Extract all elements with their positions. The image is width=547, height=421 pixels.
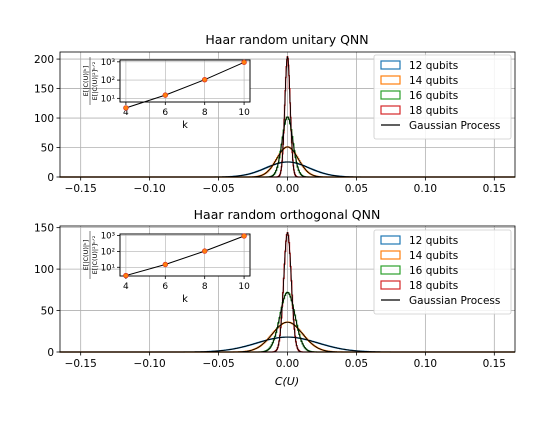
x-tick-label: −0.10 <box>134 183 166 195</box>
inset-x-tick-label: 6 <box>162 282 168 292</box>
inset-y-label-numerator: E[|C(U)|ᵏ] <box>82 240 90 271</box>
inset-point <box>201 77 208 83</box>
inset-point <box>123 105 129 111</box>
x-tick-label: 0.00 <box>276 358 299 370</box>
panel-orthogonal: Haar random orthogonal QNN −0.15 −0.10 −0.… <box>34 207 516 388</box>
x-tick-label: 0.05 <box>345 183 368 195</box>
x-tick-label: −0.15 <box>65 183 97 195</box>
panel-unitary: Haar random unitary QNN −0.15 −0.10 −0.05 0… <box>34 32 516 195</box>
legend-label: Gaussian Process <box>409 295 500 307</box>
x-tick-label: 0.10 <box>414 358 437 370</box>
y-tick-label: 200 <box>34 54 54 66</box>
inset-point <box>162 92 169 98</box>
legend-box <box>373 54 512 140</box>
legend-label: 16 qubits <box>409 265 458 277</box>
inset-y-tick-label: 10³ <box>101 58 115 68</box>
legend-label: 16 qubits <box>409 90 458 102</box>
inset-y-tick-label: 10² <box>101 76 115 86</box>
inset-y-tick-label: 10³ <box>101 232 115 242</box>
x-ticks: −0.15 −0.10 −0.05 0.00 0.05 0.10 0.15 <box>65 177 506 195</box>
legend-label: 12 qubits <box>409 60 458 72</box>
legend-swatch <box>380 280 401 290</box>
legend-label: 14 qubits <box>409 75 458 87</box>
y-tick-label: 150 <box>34 222 54 234</box>
inset-y-label-numerator: E[|C(U)|ᵏ] <box>82 66 90 97</box>
y-tick-label: 150 <box>34 83 54 95</box>
legend-swatch <box>380 60 401 70</box>
inset-frame <box>119 59 251 103</box>
legend-label: 12 qubits <box>409 235 458 247</box>
x-tick-label: −0.15 <box>65 358 97 370</box>
x-tick-label: −0.10 <box>134 358 166 370</box>
legend-label: 18 qubits <box>409 280 458 292</box>
inset-y-label: E[|C(U)|ᵏ] E[|C(U)|²]ᵏᐟ² <box>82 57 99 105</box>
inset-point <box>123 272 129 279</box>
inset-x-tick-label: 8 <box>202 108 208 118</box>
y-ticks: 0 50 100 150 200 <box>34 54 60 184</box>
panel-title: Haar random orthogonal QNN <box>194 207 381 222</box>
inset-line <box>125 235 245 277</box>
inset-x-tick-label: 4 <box>123 282 129 292</box>
inset-point <box>201 248 208 254</box>
inset-x-tick-label: 4 <box>123 108 129 118</box>
x-tick-label: −0.05 <box>202 183 234 195</box>
legend: 12 qubits 14 qubits 16 qubits 18 qubits Gaus… <box>373 229 512 315</box>
x-tick-label: −0.05 <box>202 358 234 370</box>
x-tick-label: 0.15 <box>483 358 506 370</box>
legend-label: 14 qubits <box>409 250 458 262</box>
legend-swatch <box>380 105 401 115</box>
inset-point <box>241 59 247 65</box>
inset-y-label-denominator: E[|C(U)|²]ᵏᐟ² <box>91 61 99 100</box>
x-axis-label: C(U) <box>275 375 299 388</box>
inset-y-tick-label: 10² <box>101 247 115 257</box>
panel-title: Haar random unitary QNN <box>205 32 368 47</box>
y-tick-label: 0 <box>47 172 54 184</box>
y-tick-label: 50 <box>41 142 54 154</box>
inset-x-tick-label: 8 <box>202 282 208 292</box>
legend-label: Gaussian Process <box>409 120 500 132</box>
inset-line <box>125 61 245 109</box>
inset-x-label: k <box>182 120 188 131</box>
legend-swatch <box>380 235 401 245</box>
inset-y-label-denominator: E[|C(U)|²]ᵏᐟ² <box>91 235 99 274</box>
legend-box <box>373 229 512 315</box>
y-tick-label: 100 <box>34 113 54 125</box>
inset-frame <box>119 233 251 277</box>
x-tick-label: 0.15 <box>483 183 506 195</box>
inset-x-label: k <box>182 294 188 305</box>
x-tick-label: 0.05 <box>345 358 368 370</box>
y-tick-label: 50 <box>41 305 54 317</box>
x-tick-label: 0.10 <box>414 183 437 195</box>
inset-point <box>162 261 169 268</box>
inset-y-tick-label: 10¹ <box>101 94 115 104</box>
legend-swatch <box>380 75 401 85</box>
inset-x-tick-label: 10 <box>238 108 250 118</box>
inset-border <box>119 59 251 103</box>
inset: 4 6 8 10 10¹ 10² 10³ k E[|C(U)|ᵏ] E[|C(U)|²]ᵏᐟ² <box>82 231 251 305</box>
inset-border <box>119 233 251 277</box>
inset: 4 6 8 10 10¹ 10² 10³ k E[|C(U)|ᵏ] E[|C(U)|²]ᵏᐟ² <box>82 57 251 131</box>
legend-swatch <box>380 90 401 100</box>
legend-label: 18 qubits <box>409 105 458 117</box>
y-tick-label: 0 <box>47 347 54 359</box>
y-tick-label: 100 <box>34 264 54 276</box>
y-ticks: 0 50 100 150 <box>34 222 60 359</box>
inset-x-tick-label: 6 <box>162 108 168 118</box>
inset-y-label: E[|C(U)|ᵏ] E[|C(U)|²]ᵏᐟ² <box>82 231 99 279</box>
legend-swatch <box>380 265 401 275</box>
legend-swatch <box>380 250 401 260</box>
inset-x-tick-label: 10 <box>238 282 250 292</box>
inset-point <box>241 233 247 239</box>
legend: 12 qubits 14 qubits 16 qubits 18 qubits Gaus… <box>373 54 512 140</box>
x-ticks: −0.15 −0.10 −0.05 0.00 0.05 0.10 0.15 <box>65 352 506 370</box>
inset-y-tick-label: 10¹ <box>101 263 115 273</box>
x-tick-label: 0.00 <box>276 183 299 195</box>
